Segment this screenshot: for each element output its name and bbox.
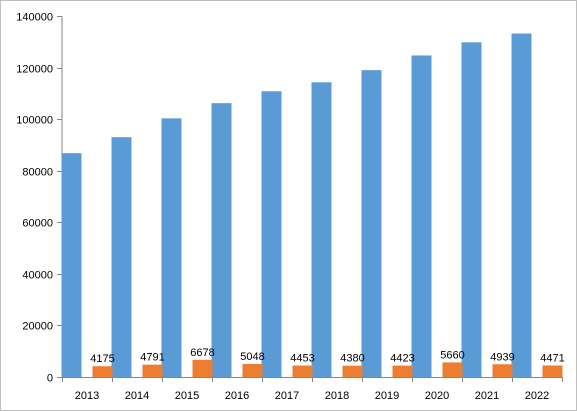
- bar-series-1: [261, 91, 282, 378]
- y-tick-label: 40000: [22, 270, 53, 282]
- bar-series-2: [492, 364, 513, 377]
- bars: [61, 33, 563, 378]
- bar-series-1: [311, 82, 332, 377]
- bar-series-1: [411, 55, 432, 377]
- y-tick-label: 20000: [22, 321, 53, 333]
- x-tick-label: 2019: [375, 390, 399, 402]
- y-tick-label: 120000: [16, 64, 53, 76]
- x-tick-label: 2013: [75, 390, 99, 402]
- bar-series-1: [61, 153, 82, 377]
- bar-value-label: 4791: [140, 352, 164, 364]
- y-tick-label: 80000: [22, 167, 53, 179]
- bar-value-label: 5048: [240, 351, 264, 363]
- bar-series-1: [361, 70, 382, 378]
- x-tick-label: 2017: [275, 390, 299, 402]
- bar-value-label: 5660: [440, 349, 464, 361]
- bar-series-1: [161, 118, 182, 377]
- x-tick-label: 2014: [125, 390, 149, 402]
- data-labels: 4175 4791 6678 5048 4453 4380 4423 5660 4939 4471: [90, 347, 564, 365]
- bar-series-2: [92, 366, 113, 377]
- y-tick-label: 140000: [16, 12, 53, 24]
- bar-series-2: [392, 365, 413, 377]
- y-tick-label: 100000: [16, 115, 53, 127]
- bar-series-2: [442, 362, 463, 377]
- y-tick-label: 0: [47, 373, 53, 385]
- y-axis: 0 20000 40000 60000 80000 100000 120000 140000: [16, 12, 63, 385]
- bar-series-2: [292, 365, 313, 377]
- x-tick-label: 2020: [425, 390, 449, 402]
- bar-series-2: [542, 365, 563, 377]
- bar-value-label: 4175: [90, 353, 114, 365]
- bar-value-label: 4453: [290, 353, 314, 365]
- bar-series-2: [242, 363, 263, 377]
- x-tick-label: 2021: [475, 390, 499, 402]
- x-axis: 2013 2014 2015 2016 2017 2018 2019 2020 2021 2022: [62, 377, 563, 402]
- x-tick-label: 2016: [225, 390, 249, 402]
- x-tick-label: 2015: [175, 390, 199, 402]
- bar-value-label: 4471: [540, 352, 564, 364]
- x-tick-label: 2018: [325, 390, 349, 402]
- bar-series-1: [461, 42, 482, 378]
- bar-value-label: 4423: [390, 353, 414, 365]
- y-tick-label: 60000: [22, 218, 53, 230]
- x-tick-label: 2022: [525, 390, 549, 402]
- bar-series-1: [211, 103, 232, 378]
- bar-series-1: [511, 33, 532, 377]
- bar-value-label: 6678: [190, 347, 214, 359]
- bar-value-label: 4939: [490, 351, 514, 363]
- bar-series-2: [142, 364, 163, 377]
- bar-series-1: [111, 137, 132, 377]
- bar-value-label: 4380: [340, 353, 364, 365]
- bar-series-2: [342, 365, 363, 377]
- bar-series-2: [192, 359, 213, 377]
